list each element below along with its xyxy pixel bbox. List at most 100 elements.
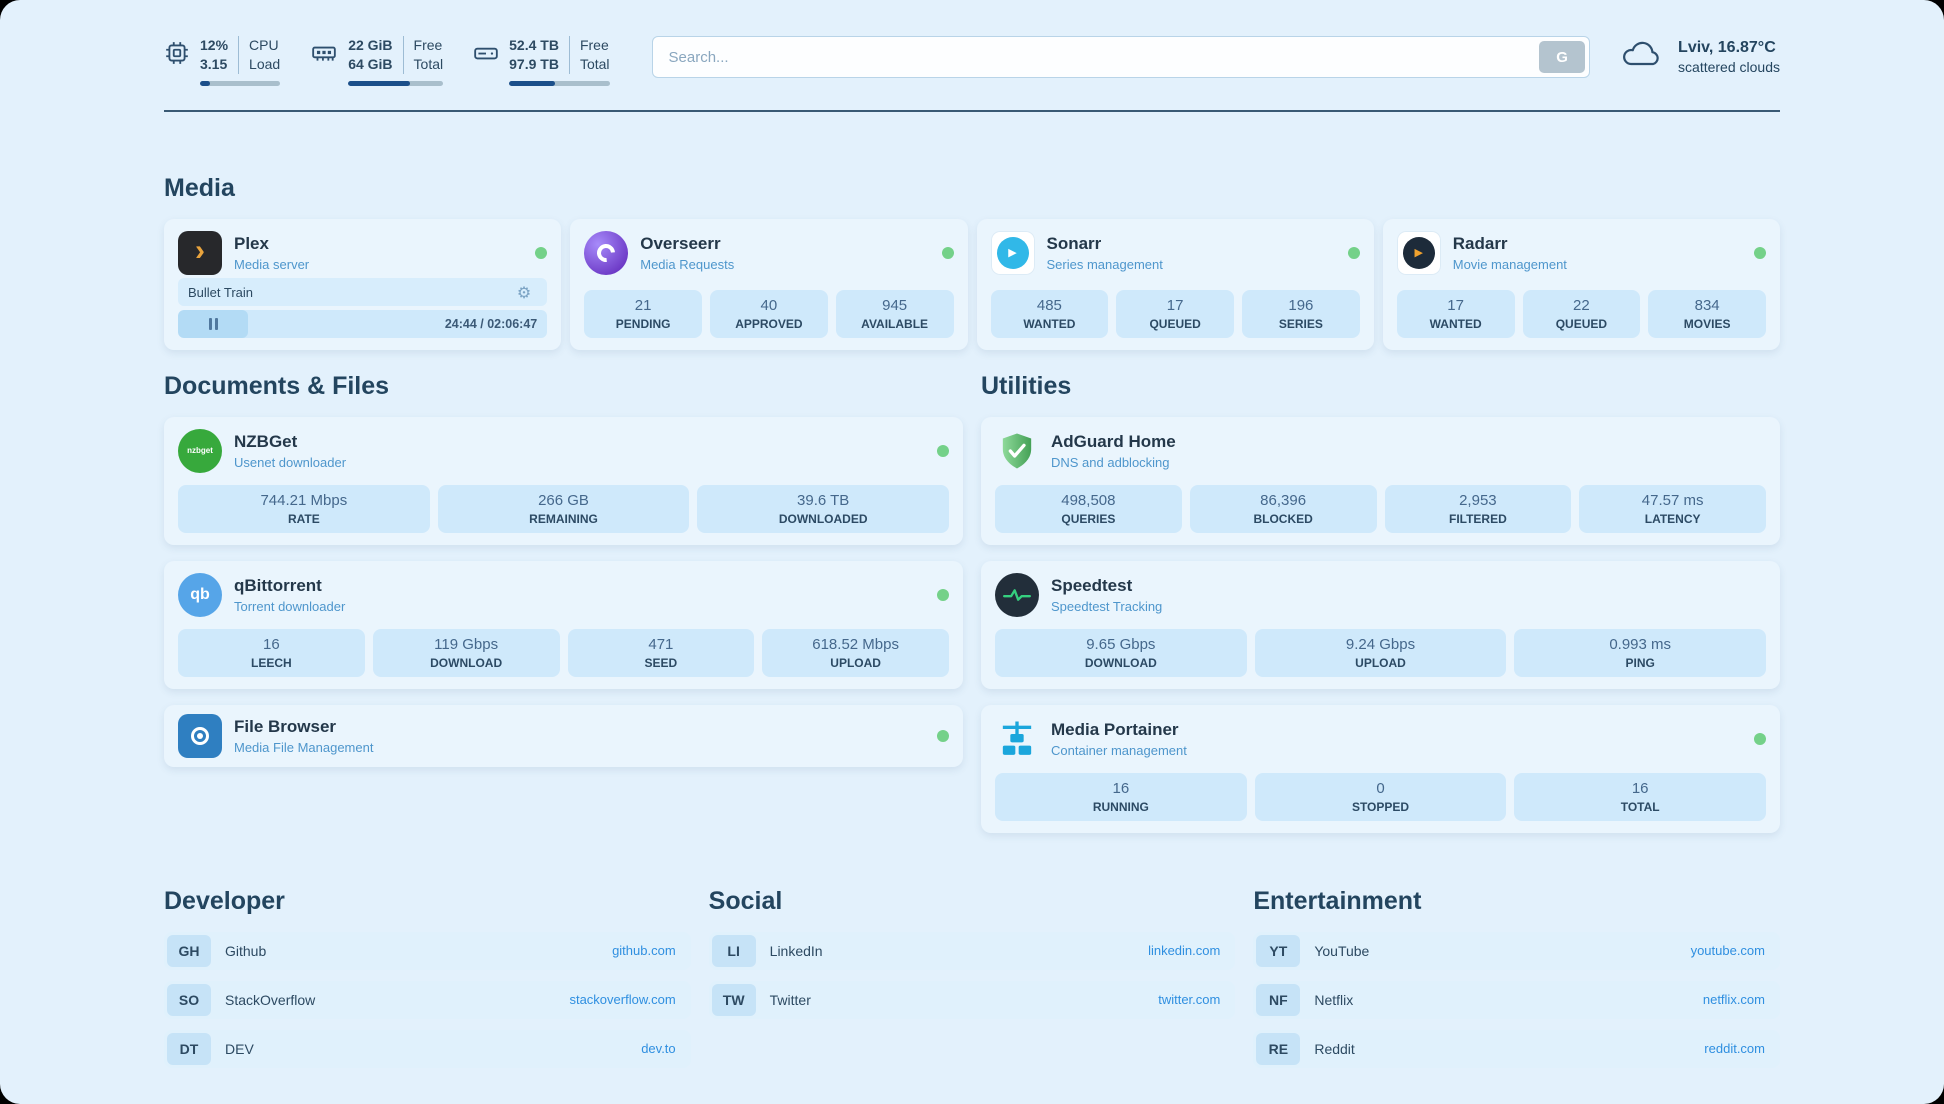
stat-tile: 40 APPROVED — [710, 289, 828, 338]
disk-total-value: 97.9 TB — [509, 55, 559, 72]
bookmark-url[interactable]: twitter.com — [1158, 992, 1221, 1008]
stat-label: RUNNING — [1092, 799, 1149, 814]
stat-value: 17 — [1166, 296, 1184, 314]
stat-value: 196 — [1288, 296, 1314, 314]
stat-tile: 86,396 BLOCKED — [1189, 484, 1377, 533]
stat-value: 266 GB — [538, 491, 589, 509]
plex-progress-fill — [178, 309, 249, 338]
bookmark-twitter[interactable]: TW Twitter twitter.com — [708, 980, 1236, 1019]
stat-value: 47.57 ms — [1641, 491, 1704, 509]
stat-value: 22 — [1573, 296, 1590, 314]
stat-label: APPROVED — [735, 316, 803, 331]
app-card-plex[interactable]: › Plex Media server Bullet Train ⚙ 24:44… — [164, 218, 562, 350]
stat-value: 39.6 TB — [797, 491, 850, 509]
bookmark-url[interactable]: youtube.com — [1690, 943, 1765, 959]
stat-value: 834 — [1694, 296, 1720, 314]
app-card-nzbget[interactable]: nzbget NZBGet Usenet downloader 744.21 M… — [164, 416, 963, 545]
ram-total-value: 64 GiB — [348, 55, 393, 72]
ram-total-label: Total — [413, 55, 444, 72]
stat-label: LEECH — [251, 655, 292, 670]
bookmark-url[interactable]: netflix.com — [1702, 992, 1765, 1008]
hard-drive-icon — [473, 40, 499, 86]
bookmark-url[interactable]: linkedin.com — [1148, 943, 1221, 959]
status-dot — [941, 246, 954, 259]
bookmark-url[interactable]: github.com — [612, 943, 676, 959]
search-provider-button[interactable]: G — [1539, 41, 1586, 73]
bookmark-reddit[interactable]: RE Reddit reddit.com — [1253, 1029, 1780, 1068]
bookmark-dev[interactable]: DT DEV dev.to — [164, 1029, 691, 1068]
search-input[interactable] — [651, 36, 1591, 78]
app-card-speedtest[interactable]: Speedtest Speedtest Tracking 9.65 Gbps D… — [981, 560, 1780, 689]
app-card-overseerr[interactable]: Overseerr Media Requests 21 PENDING 40 A… — [570, 218, 968, 350]
bookmark-url[interactable]: reddit.com — [1704, 1041, 1765, 1057]
stat-label: REMAINING — [529, 511, 598, 526]
stat-label: TOTAL — [1620, 799, 1660, 814]
cpu-progress-bar — [200, 80, 281, 86]
section-title-documents: Documents & Files — [164, 371, 390, 400]
stat-label: UPLOAD — [1355, 655, 1406, 670]
cpu-load-value: 3.15 — [200, 55, 228, 72]
stat-label: QUEUED — [1149, 316, 1201, 331]
app-card-filebrowser[interactable]: File Browser Media File Management — [164, 704, 963, 767]
app-card-portainer[interactable]: Media Portainer Container management 16 … — [981, 704, 1780, 833]
plex-progress-bar: 24:44 / 02:06:47 — [178, 309, 548, 338]
app-subtitle: Series management — [1046, 256, 1163, 272]
bookmark-abbr: SO — [167, 983, 211, 1016]
app-card-qbittorrent[interactable]: qb qBittorrent Torrent downloader 16 LEE… — [164, 560, 963, 689]
weather-location: Lviv, 16.87°C — [1678, 38, 1776, 56]
bookmark-stackoverflow[interactable]: SO StackOverflow stackoverflow.com — [164, 980, 691, 1019]
stat-value: 618.52 Mbps — [812, 635, 899, 653]
stat-label: DOWNLOAD — [430, 655, 503, 670]
nzbget-icon: nzbget — [178, 428, 222, 473]
ram-free-value: 22 GiB — [348, 37, 393, 53]
section-title-utilities: Utilities — [981, 371, 1072, 400]
stat-label: MOVIES — [1683, 316, 1731, 331]
stat-tile: 47.57 ms LATENCY — [1579, 484, 1766, 533]
stat-value: 0.993 ms — [1609, 635, 1672, 653]
stat-label: WANTED — [1429, 316, 1482, 331]
app-subtitle: Usenet downloader — [234, 454, 347, 470]
cpu-load-label: Load — [249, 55, 281, 72]
stat-value: 498,508 — [1061, 491, 1116, 509]
bookmark-linkedin[interactable]: LI LinkedIn linkedin.com — [708, 931, 1236, 970]
bookmark-name: Reddit — [1314, 1040, 1355, 1057]
app-card-radarr[interactable]: ▶ Radarr Movie management 17 WANTED 22 Q… — [1382, 218, 1780, 350]
adguard-icon — [995, 429, 1039, 473]
ram-progress-bar — [348, 80, 444, 86]
weather-condition: scattered clouds — [1678, 58, 1780, 75]
bookmark-url[interactable]: stackoverflow.com — [569, 992, 676, 1008]
sonarr-icon: ▶ — [990, 230, 1035, 275]
stat-tile: 17 QUEUED — [1116, 289, 1234, 338]
ram-progress-fill — [348, 80, 410, 86]
app-subtitle: Speedtest Tracking — [1051, 598, 1163, 614]
app-name: Overseerr — [640, 233, 721, 253]
stat-value: 16 — [263, 635, 280, 653]
status-dot — [1347, 246, 1360, 259]
app-name: qBittorrent — [234, 575, 322, 595]
disk-widget: 52.4 TB 97.9 TB Free Total — [473, 36, 610, 86]
app-card-adguard[interactable]: AdGuard Home DNS and adblocking 498,508 … — [981, 416, 1780, 545]
section-utilities: Utilities — [981, 372, 1780, 833]
bookmark-netflix[interactable]: NF Netflix netflix.com — [1253, 980, 1780, 1019]
bookmark-github[interactable]: GH Github github.com — [164, 931, 691, 970]
plex-icon: › — [178, 230, 222, 275]
section-developer: Developer GH Github github.com SO StackO… — [164, 887, 691, 1079]
app-name: File Browser — [234, 716, 337, 736]
gear-icon[interactable]: ⚙ — [511, 282, 537, 303]
plex-playback-time: 24:44 / 02:06:47 — [444, 316, 538, 331]
app-card-sonarr[interactable]: ▶ Sonarr Series management 485 WANTED 17… — [976, 218, 1374, 350]
bookmark-url[interactable]: dev.to — [641, 1041, 676, 1057]
stat-tile: 16 RUNNING — [995, 772, 1247, 821]
status-dot — [937, 729, 949, 742]
pause-icon[interactable] — [208, 317, 218, 330]
topbar-divider — [164, 109, 1780, 112]
portainer-icon — [995, 717, 1039, 761]
status-dot — [535, 246, 548, 259]
disk-total-label: Total — [579, 55, 610, 72]
disk-progress-fill — [509, 80, 556, 86]
stat-tile: 9.65 Gbps DOWNLOAD — [995, 628, 1247, 677]
stat-value: 471 — [648, 635, 674, 653]
bookmark-youtube[interactable]: YT YouTube youtube.com — [1253, 931, 1780, 970]
app-subtitle: Media server — [234, 256, 310, 272]
stat-tile: 498,508 QUERIES — [995, 484, 1182, 533]
